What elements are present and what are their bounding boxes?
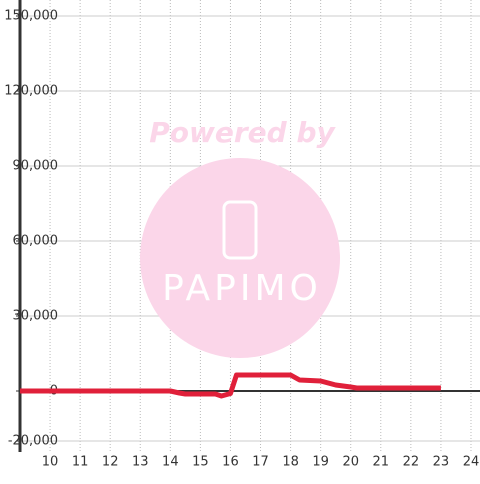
x-tick-label: 18 — [282, 455, 299, 470]
x-tick-label: 17 — [252, 455, 269, 470]
x-tick-label: 19 — [312, 455, 329, 470]
x-tick-label: 14 — [162, 455, 179, 470]
y-tick-label: 120,000 — [4, 84, 58, 99]
x-tick-label: 13 — [132, 455, 149, 470]
watermark-icon — [222, 200, 258, 260]
x-tick-label: 12 — [102, 455, 119, 470]
watermark-logo: PAPIMO — [162, 268, 322, 309]
y-tick-label: 90,000 — [13, 159, 59, 174]
x-tick-label: 20 — [342, 455, 359, 470]
y-tick-label: 150,000 — [4, 9, 58, 24]
y-tick-label: 30,000 — [13, 309, 59, 324]
y-tick-label: -20,000 — [8, 434, 58, 449]
x-tick-label: 24 — [463, 455, 480, 470]
x-tick-label: 23 — [433, 455, 450, 470]
x-tick-label: 16 — [222, 455, 239, 470]
x-tick-label: 11 — [72, 455, 89, 470]
y-tick-label: 60,000 — [13, 234, 59, 249]
x-tick-label: 15 — [192, 455, 209, 470]
x-tick-label: 22 — [403, 455, 420, 470]
line — [20, 372, 441, 399]
x-tick-label: 21 — [373, 455, 390, 470]
watermark-title: Powered by — [149, 116, 336, 149]
x-tick-label: 10 — [42, 455, 59, 470]
